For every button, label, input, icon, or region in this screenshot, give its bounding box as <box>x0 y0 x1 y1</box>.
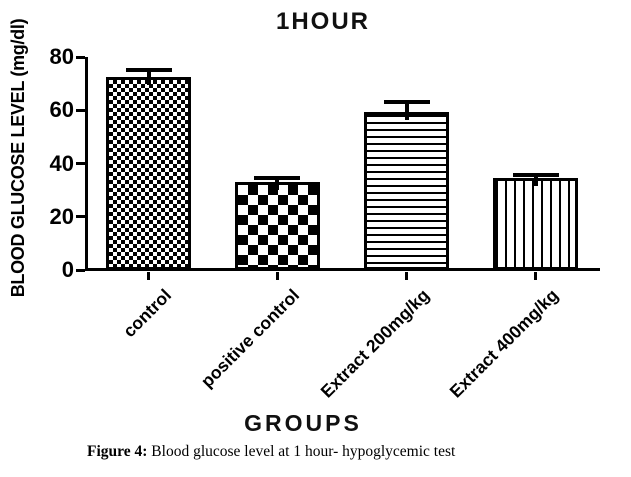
x-axis-title: GROUPS <box>244 410 362 436</box>
y-axis-line <box>85 57 88 271</box>
y-tick-label: 60 <box>49 97 74 123</box>
bar <box>493 178 578 270</box>
bar <box>234 182 320 270</box>
bar <box>364 111 449 270</box>
x-tick <box>405 272 408 280</box>
y-tick <box>76 108 85 112</box>
y-tick-label: 80 <box>49 44 74 69</box>
error-bar-stem <box>146 70 151 85</box>
bar <box>106 76 191 270</box>
y-tick <box>76 268 85 272</box>
x-tick <box>147 272 150 280</box>
x-tick <box>534 272 537 280</box>
error-bar-cap <box>254 176 300 181</box>
chart-title: 1HOUR <box>275 8 370 35</box>
y-tick <box>76 215 85 219</box>
error-bar-cap <box>125 68 172 73</box>
y-tick <box>76 55 85 59</box>
error-bar-cap <box>512 173 559 178</box>
y-tick-label: 40 <box>49 150 74 176</box>
figure-caption: Figure 4: Blood glucose level at 1 hour-… <box>87 443 607 461</box>
caption-label: Figure 4: <box>87 443 148 460</box>
error-bar-stem <box>404 102 409 120</box>
y-tick-label: 20 <box>49 203 74 229</box>
x-tick <box>275 272 279 280</box>
error-bar-stem <box>533 175 538 187</box>
x-axis-line <box>85 268 600 271</box>
error-bar-cap <box>383 100 430 105</box>
error-bar-stem <box>275 178 279 191</box>
caption-text: Blood glucose level at 1 hour- hypoglyce… <box>147 443 456 460</box>
y-tick-label: 0 <box>61 257 74 282</box>
y-tick <box>76 162 85 165</box>
